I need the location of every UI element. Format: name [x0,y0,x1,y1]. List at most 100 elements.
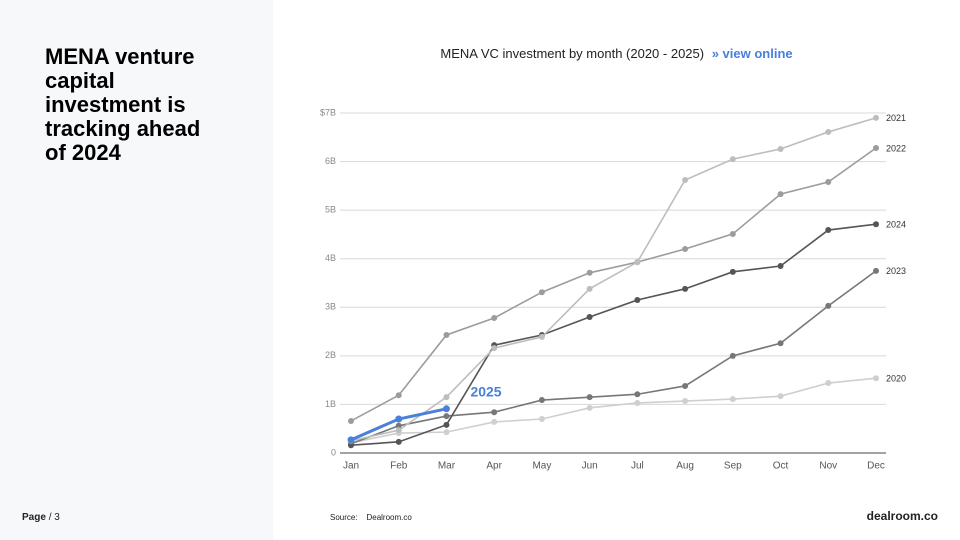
series-label: 2024 [886,220,906,230]
data-point [538,333,545,340]
data-point [443,394,450,401]
data-point [729,230,736,237]
data-point [443,331,450,338]
data-point [777,191,784,198]
source-label: Source: [330,513,358,522]
data-point [586,269,593,276]
data-point [586,404,593,411]
data-point [825,227,832,234]
data-point [634,297,641,303]
data-point [825,302,832,309]
data-point [348,442,354,449]
series-line [350,117,877,442]
source-name: Dealroom.co [366,513,412,522]
slide-title: MENA venture capital investment is track… [45,44,201,165]
x-tick-label: Mar [438,461,456,472]
y-tick-label: 0 [331,447,336,457]
view-online-link[interactable]: » view online [711,46,793,61]
data-point [491,418,498,425]
data-point [729,352,736,359]
x-tick-label: Dec [867,461,885,472]
source: Source: Dealroom.co [330,513,412,522]
data-point [777,145,784,152]
data-point [395,415,403,423]
data-point [443,413,450,420]
data-point [873,267,879,274]
data-point [873,221,879,228]
data-point [538,416,545,422]
data-point [777,393,784,400]
x-tick-label: Nov [819,461,837,472]
y-tick-label: $7B [320,107,336,117]
x-tick-label: Aug [676,461,694,472]
data-point [491,345,498,352]
side-panel [0,0,273,540]
series-line [350,377,877,444]
data-point [348,417,354,424]
data-point [347,436,355,444]
y-tick-label: 4B [325,253,336,263]
data-point [538,397,545,404]
data-point [873,375,879,382]
series-label: 2023 [886,266,906,276]
data-point [682,177,689,184]
x-tick-label: Sep [724,461,742,472]
data-point [682,398,689,405]
data-point [395,422,402,429]
series-line [350,223,877,447]
data-point [682,246,689,252]
data-point [586,394,593,401]
y-tick-label: 6B [325,156,336,166]
chart-header: MENA VC investment by month (2020 - 2025… [273,46,960,61]
data-point [873,114,879,121]
series-label: 2025 [470,384,501,400]
x-tick-label: Feb [390,461,408,472]
y-tick-label: 5B [325,205,336,215]
page-number: / 3 [48,512,60,523]
data-point [729,396,736,403]
x-tick-label: May [532,461,551,472]
chart-title: MENA VC investment by month (2020 - 2025… [440,46,705,61]
data-point [825,178,832,185]
series-label: 2021 [886,113,906,123]
data-point [634,259,641,266]
x-tick-label: Jul [631,461,644,472]
data-point [634,399,641,406]
data-point [634,391,641,398]
series-label: 2020 [886,374,906,384]
data-point [682,285,689,292]
logo: dealroom.co [866,509,938,523]
data-point [682,382,689,389]
data-point [729,156,736,163]
data-point [586,285,593,292]
y-tick-label: 3B [325,302,336,312]
data-point [491,409,498,416]
data-point [825,380,832,387]
data-point [442,405,450,413]
x-tick-label: Jan [343,461,359,472]
x-tick-label: Apr [486,461,502,472]
data-point [777,340,784,347]
data-point [586,314,593,320]
series-label: 2022 [886,143,906,153]
data-point [395,392,402,399]
data-point [395,438,402,445]
data-point [729,268,736,275]
y-tick-label: 2B [325,350,336,360]
x-tick-label: Jun [582,461,598,472]
data-point [395,427,402,434]
page-label: Page [22,512,46,523]
data-point [777,263,784,269]
series-line [350,147,877,422]
data-point [491,314,498,321]
data-point [538,289,545,296]
x-tick-label: Oct [773,461,789,472]
data-point [443,421,450,428]
series-line [350,270,877,445]
data-point [443,429,450,436]
y-tick-label: 1B [325,399,336,409]
data-point [873,144,879,151]
data-point [825,128,832,135]
